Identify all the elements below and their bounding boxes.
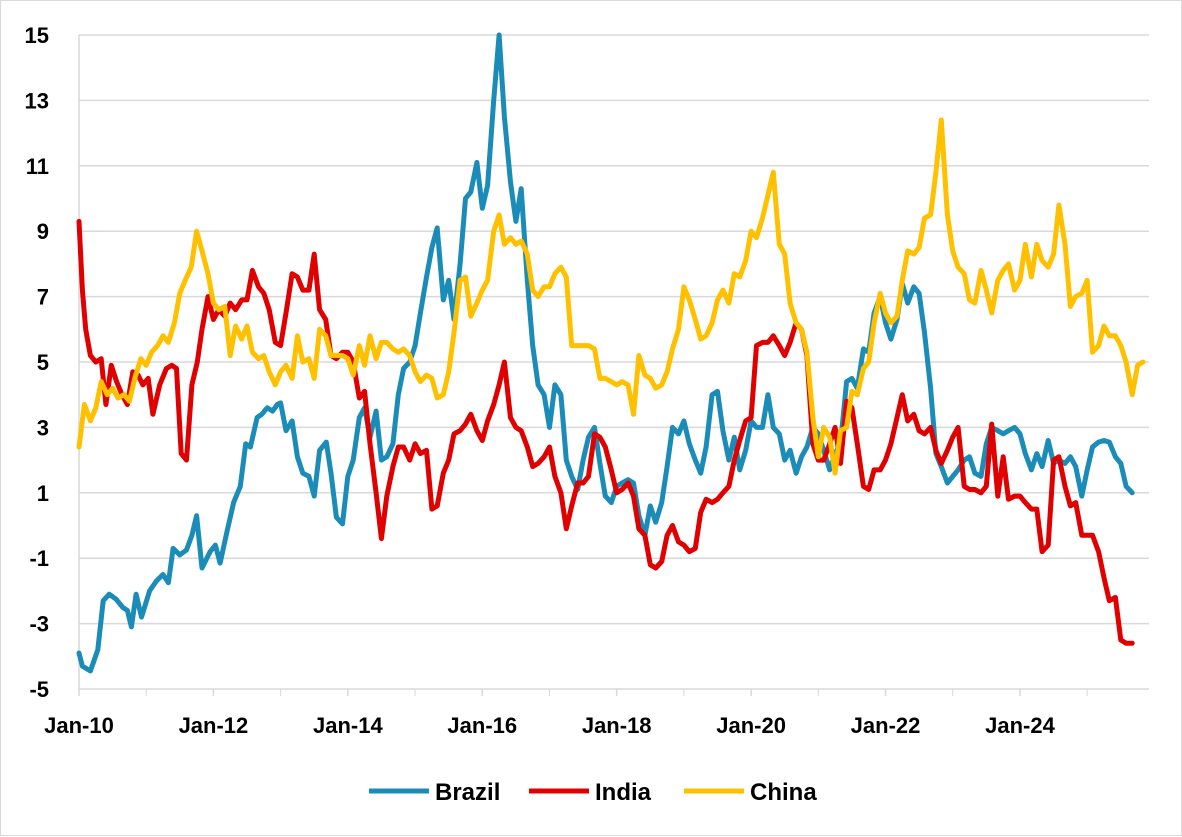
y-tick-label: 13 xyxy=(25,88,49,113)
y-tick-label: 15 xyxy=(25,23,49,48)
y-tick-label: 5 xyxy=(37,350,49,375)
x-tick-label: Jan-24 xyxy=(985,713,1055,738)
y-tick-label: -5 xyxy=(29,677,49,702)
y-tick-label: 7 xyxy=(37,285,49,310)
y-tick-label: -3 xyxy=(29,612,49,637)
legend-label-india: India xyxy=(595,779,652,806)
x-tick-label: Jan-18 xyxy=(582,713,652,738)
x-tick-labels: Jan-10 Jan-12 Jan-14 Jan-16 Jan-18 Jan-20 Jan-… xyxy=(44,713,1055,738)
x-tick-label: Jan-10 xyxy=(44,713,114,738)
x-tick-label: Jan-22 xyxy=(851,713,921,738)
series-line-china xyxy=(76,117,1146,476)
series-lines xyxy=(76,32,1146,674)
x-tick-label: Jan-20 xyxy=(716,713,786,738)
y-tick-label: 9 xyxy=(37,219,49,244)
x-tick-label: Jan-12 xyxy=(179,713,249,738)
y-tick-labels: 15 13 11 9 7 5 3 1 -1 -3 -5 xyxy=(25,23,49,702)
legend-label-brazil: Brazil xyxy=(435,779,500,806)
series-line-brazil xyxy=(76,32,1135,674)
y-tick-label: 1 xyxy=(37,481,49,506)
x-tick-label: Jan-16 xyxy=(447,713,517,738)
series-line-india xyxy=(76,218,1135,646)
y-tick-label: 11 xyxy=(26,154,49,179)
legend: Brazil India China xyxy=(369,779,817,806)
y-tick-label: -1 xyxy=(29,546,49,571)
y-tick-label: 3 xyxy=(37,415,49,440)
x-tick-label: Jan-14 xyxy=(313,713,383,738)
legend-label-china: China xyxy=(750,779,817,806)
axes xyxy=(78,35,1149,696)
